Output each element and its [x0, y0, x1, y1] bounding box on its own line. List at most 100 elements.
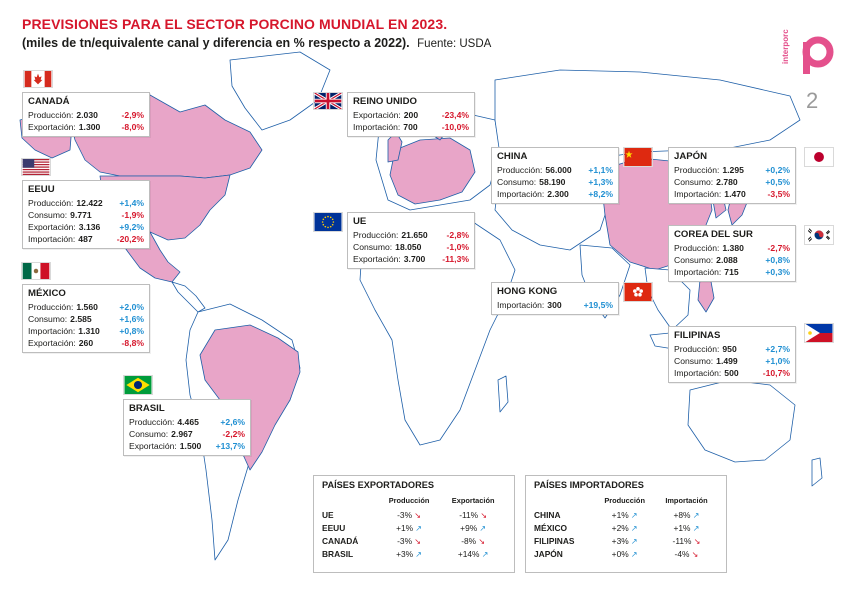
stat-value: 2.088: [716, 255, 738, 265]
value-cell: -8% ↘: [440, 534, 506, 547]
stat-label: Consumo: [353, 242, 390, 252]
colon: :: [73, 338, 76, 348]
stat-value: 2.030: [76, 110, 98, 120]
stat-value: 18.050: [395, 242, 422, 252]
stat-value: 1.300: [78, 122, 101, 132]
country-name: JAPÓN: [674, 151, 708, 162]
stat-change: -2,7%: [767, 243, 790, 253]
page-number: 2: [806, 88, 819, 113]
greenland-shape: [229, 51, 331, 131]
country-name: COREA DEL SUR: [674, 229, 753, 240]
korea-flag: [804, 225, 834, 245]
importers-col-2: Importación: [665, 496, 708, 505]
arrow-up-icon: ↗: [690, 510, 700, 520]
stat-label: Exportación: [28, 122, 74, 132]
stat-label: Consumo: [28, 210, 65, 220]
table-row: JAPÓN +0% ↗ -4% ↘: [534, 547, 718, 560]
stat-row: Importación:715 +0,3%: [674, 266, 790, 278]
stat-label: Importación: [497, 189, 542, 199]
stat-row: Consumo:18.050 -1,0%: [353, 241, 469, 253]
stat-value: 700: [403, 122, 418, 132]
stat-value: 1.499: [716, 356, 738, 366]
arrow-down-icon: ↘: [476, 536, 486, 546]
stat-change: -20,2%: [116, 234, 144, 244]
country-box-hong-kong: HONG KONG Importación:300 +19,5%: [491, 282, 619, 315]
stat-change: +1,1%: [588, 165, 613, 175]
value-text: +1%: [396, 522, 414, 533]
stat-label: Consumo: [129, 429, 166, 439]
colon: :: [73, 222, 76, 232]
value-cell: +1% ↗: [594, 508, 655, 521]
stat-change: +19,5%: [583, 300, 613, 310]
mexico-flag: [21, 262, 51, 280]
country-box-ue: UE Producción:21.650 -2,8% Consumo:18.050-…: [347, 212, 475, 269]
stat-change: -8,0%: [121, 122, 144, 132]
value-cell: +2% ↗: [594, 521, 655, 534]
colon: :: [397, 122, 401, 132]
stat-label: Producción: [674, 344, 717, 354]
arrow-up-icon: ↗: [628, 510, 638, 520]
stat-value: 58.190: [539, 177, 566, 187]
table-row: UE -3% ↘ -11% ↘: [322, 508, 506, 521]
colon: :: [172, 417, 175, 427]
stat-value: 1.560: [76, 302, 98, 312]
colon: :: [718, 368, 722, 378]
value-cell: +8% ↗: [655, 508, 718, 521]
stat-change: +1,6%: [119, 314, 144, 324]
country-box-corea: COREA DEL SUR Producción:1.380 -2,7% Consu…: [668, 225, 796, 282]
country-cell: JAPÓN: [534, 548, 563, 559]
stat-row: Importación:1.310 +0,8%: [28, 325, 144, 337]
page-subtitle: (miles de tn/equivalente canal y diferen…: [22, 36, 491, 50]
stat-label: Exportación: [353, 254, 399, 264]
stat-row: Importación:700 -10,0%: [353, 121, 469, 133]
brazil-shape: [199, 324, 301, 471]
stat-label: Producción: [129, 417, 172, 427]
stat-row: Importación:500 -10,7%: [674, 367, 790, 379]
new-zealand-shape: [811, 457, 823, 487]
value-cell: +1% ↗: [378, 521, 441, 534]
stat-change: -1,9%: [121, 210, 144, 220]
stat-label: Exportación: [28, 338, 74, 348]
stat-value: 2.780: [716, 177, 738, 187]
stat-value: 200: [403, 110, 419, 120]
colon: :: [398, 110, 401, 120]
value-cell: +14% ↗: [440, 547, 506, 560]
table-row: MÉXICO +2% ↗ +1% ↗: [534, 521, 718, 534]
country-name: REINO UNIDO: [353, 96, 417, 107]
stat-row: Producción:1.295 +0,2%: [674, 164, 790, 176]
stat-change: +13,7%: [215, 441, 245, 451]
stat-value: 21.650: [401, 230, 428, 240]
value-cell: +3% ↗: [594, 534, 655, 547]
stat-row: Consumo:9.771 -1,9%: [28, 209, 144, 221]
arrow-down-icon: ↘: [412, 510, 421, 520]
stat-row: Consumo:2.967 -2,2%: [129, 428, 245, 440]
stat-change: +0,3%: [765, 267, 790, 277]
stat-label: Producción: [674, 243, 717, 253]
stat-value: 500: [724, 368, 739, 378]
table-row: CHINA +1% ↗ +8% ↗: [534, 508, 718, 521]
colon: :: [710, 255, 714, 265]
country-box-japon: JAPÓN Producción:1.295 +0,2% Consumo:2.780…: [668, 147, 796, 204]
country-box-china: CHINA Producción:56.000 +1,1% Consumo:58.1…: [491, 147, 619, 204]
value-text: +0%: [611, 548, 629, 559]
australia-shape: [687, 379, 796, 463]
colon: :: [717, 344, 720, 354]
stat-change: -3,5%: [767, 189, 790, 199]
japan-flag: [804, 147, 834, 167]
stat-row: Producción:2.030 -2,9%: [28, 109, 144, 121]
value-text: -3%: [397, 509, 413, 520]
value-text: -11%: [672, 535, 692, 546]
country-cell: BRASIL: [322, 548, 354, 559]
stat-row: Exportación:1.300 -8,0%: [28, 121, 144, 133]
stat-row: Producción:12.422 +1,4%: [28, 197, 144, 209]
stat-row: Importación:300 +19,5%: [497, 299, 613, 311]
exporters-col-1: Producción: [388, 496, 430, 505]
stat-label: Importación: [28, 234, 73, 244]
stat-row: Producción:21.650 -2,8%: [353, 229, 469, 241]
stat-label: Producción: [28, 110, 71, 120]
stat-change: +1,4%: [119, 198, 144, 208]
stat-change: -2,9%: [121, 110, 144, 120]
arrow-up-icon: ↗: [413, 549, 423, 559]
arrow-up-icon: ↗: [690, 523, 700, 533]
colon: :: [72, 234, 76, 244]
